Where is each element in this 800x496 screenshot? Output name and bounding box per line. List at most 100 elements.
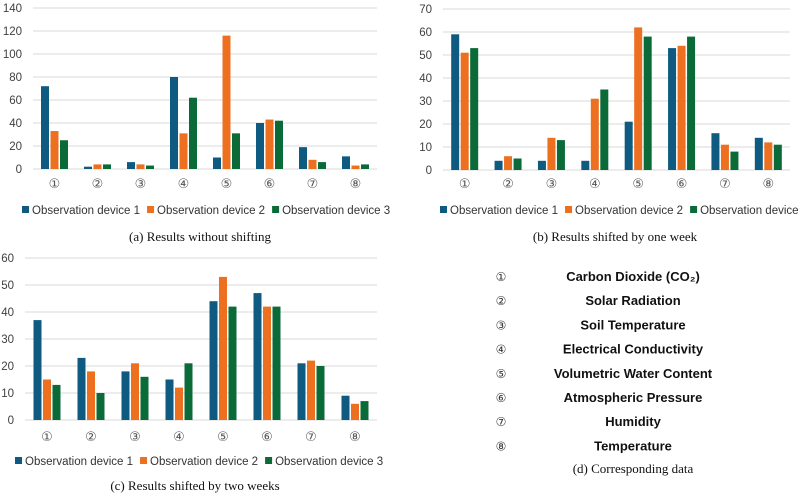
y-tick-label: 40 [419,73,432,85]
item-number: ④ [496,343,507,357]
item-number: ⑤ [496,367,507,381]
bar [60,140,68,169]
bar [43,379,51,420]
bar [341,395,350,420]
bar [136,164,145,169]
bar [184,363,193,420]
legend-swatch [147,206,155,213]
legend-label: Observation device 2 [157,205,265,217]
bar [460,52,469,171]
x-tick-label: ④ [173,430,185,445]
legend-label: Observation device 1 [32,205,140,217]
legend-swatch [440,206,447,213]
bar [84,166,92,169]
legend-label: Observation device 2 [575,205,683,217]
bar [451,34,460,170]
y-tick-label: 20 [419,119,432,131]
y-tick-label: 10 [1,388,14,400]
bar [470,48,479,170]
y-tick-label: 120 [3,26,22,38]
bar [299,147,307,169]
bar [219,276,227,420]
legend-swatch [22,206,29,213]
bar [93,164,102,169]
bar [140,376,149,420]
chart-b: 0 10 20 30 40 50 60 70 ① ② ③ ④ ⑤ ⑥ ⑦ ⑧ Observation devic… [419,4,800,244]
x-tick-label: ⑥ [264,177,276,192]
legend-swatch [272,206,280,213]
item-number: ③ [496,318,507,332]
y-tick-label: 20 [1,361,14,373]
bar [342,156,350,169]
x-tick-label: ⑦ [719,177,731,192]
item-label: Soil Temperature [580,317,685,332]
bar [773,144,782,170]
corresponding-data-panel: ① Carbon Dioxide (CO₂) ② Solar Radiation ③ So… [496,269,713,476]
bar [668,48,677,170]
item-label: Humidity [605,414,661,429]
bar [50,131,59,169]
item-number: ① [496,270,507,284]
bar [256,123,264,169]
chart-c: 0 10 20 30 40 50 60 ① ② ③ ④ ⑤ ⑥ ⑦ ⑧ Observation device … [1,253,383,493]
caption: (c) Results shifted by two weeks [110,478,279,493]
bar [581,160,590,170]
bar [537,160,546,170]
item-label: Solar Radiation [585,293,680,308]
legend-swatch [140,457,148,464]
bar [275,120,283,169]
bar [272,306,281,420]
y-tick-label: 40 [1,307,14,319]
x-tick-label: ⑤ [217,430,229,445]
bar [209,301,218,420]
bar [179,133,188,169]
bar [127,162,135,169]
bar [600,89,609,170]
y-tick-label: 60 [419,27,432,39]
bar [33,320,42,420]
y-tick-label: 50 [419,50,432,62]
x-tick-label: ① [459,177,471,192]
bar [556,140,565,170]
bar [494,160,503,170]
bar [754,137,763,170]
chart-a: 0 20 40 60 80 100 120 140 ① ② ③ ④ ⑤ ⑥ ⑦ ⑧ Observation de… [3,3,390,244]
caption: (b) Results shifted by one week [533,229,698,244]
bar [170,77,178,169]
item-label: Carbon Dioxide (CO₂) [566,269,700,284]
y-tick-label: 10 [419,142,432,154]
x-tick-label: ⑦ [307,177,319,192]
legend-label: Observation device 1 [450,205,558,217]
bar [316,366,325,420]
item-number: ② [496,294,507,308]
bar [547,137,556,170]
x-tick-label: ② [502,177,514,192]
bar [213,157,221,169]
bar [308,159,317,169]
bar [265,119,274,169]
bar [624,121,633,170]
bar [351,165,360,169]
bar [318,162,326,169]
bar [96,393,105,420]
item-number: ⑦ [496,415,507,429]
bar [263,306,271,420]
y-tick-label: 140 [3,3,22,15]
legend-label: Observation device 3 [282,205,390,217]
y-tick-label: 30 [419,96,432,108]
x-tick-label: ② [85,430,97,445]
y-tick-label: 0 [16,164,22,176]
bar [222,35,231,169]
bar [41,86,49,169]
item-label: Electrical Conductivity [563,342,704,357]
y-tick-label: 70 [419,4,432,16]
bar [232,133,240,169]
legend-label: Observation device 3 [275,456,383,468]
x-tick-label: ③ [546,177,558,192]
caption: (d) Corresponding data [573,461,694,476]
bar [77,357,86,420]
y-tick-label: 80 [9,72,22,84]
x-tick-label: ⑧ [762,177,774,192]
legend-swatch [690,206,698,213]
x-tick-label: ③ [129,430,141,445]
